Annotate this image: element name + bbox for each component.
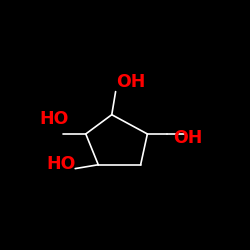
Text: HO: HO xyxy=(46,155,76,173)
Text: HO: HO xyxy=(40,110,69,128)
Text: OH: OH xyxy=(173,129,203,147)
Text: OH: OH xyxy=(116,73,146,91)
